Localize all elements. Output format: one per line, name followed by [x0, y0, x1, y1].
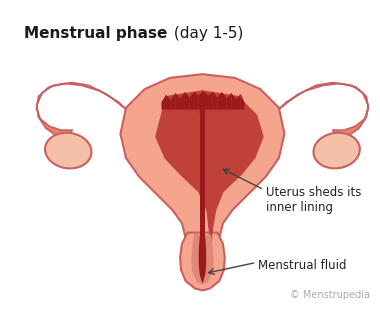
Polygon shape: [176, 93, 180, 110]
Polygon shape: [200, 251, 205, 258]
Ellipse shape: [45, 133, 92, 168]
Ellipse shape: [314, 133, 360, 168]
Polygon shape: [200, 225, 205, 239]
Polygon shape: [200, 177, 205, 195]
Polygon shape: [171, 93, 176, 110]
Polygon shape: [269, 82, 368, 138]
Polygon shape: [199, 236, 206, 283]
Polygon shape: [203, 91, 208, 110]
Polygon shape: [217, 92, 222, 110]
Polygon shape: [189, 92, 194, 110]
Polygon shape: [200, 137, 205, 158]
Polygon shape: [200, 158, 205, 177]
Text: Menstrual fluid: Menstrual fluid: [258, 259, 347, 272]
Text: Menstrual phase: Menstrual phase: [24, 26, 167, 41]
Polygon shape: [222, 92, 227, 110]
Polygon shape: [180, 233, 225, 290]
Polygon shape: [166, 95, 171, 110]
Polygon shape: [185, 92, 189, 110]
Polygon shape: [200, 211, 205, 225]
Polygon shape: [208, 92, 213, 110]
Polygon shape: [231, 93, 236, 110]
Text: (day 1-5): (day 1-5): [169, 26, 243, 41]
Polygon shape: [200, 195, 205, 211]
Polygon shape: [200, 113, 205, 137]
Polygon shape: [200, 95, 205, 113]
Polygon shape: [199, 91, 203, 110]
Polygon shape: [213, 92, 217, 110]
Polygon shape: [162, 95, 166, 110]
Polygon shape: [236, 94, 241, 110]
Text: Uterus sheds its
inner lining: Uterus sheds its inner lining: [266, 186, 361, 214]
Polygon shape: [191, 235, 214, 285]
Polygon shape: [241, 94, 244, 110]
Polygon shape: [120, 74, 285, 278]
Polygon shape: [227, 93, 231, 110]
Polygon shape: [156, 91, 263, 242]
Polygon shape: [36, 82, 135, 138]
Polygon shape: [200, 239, 205, 251]
Polygon shape: [194, 92, 199, 110]
Polygon shape: [180, 92, 185, 110]
Text: © Menstrupedia: © Menstrupedia: [290, 290, 370, 300]
